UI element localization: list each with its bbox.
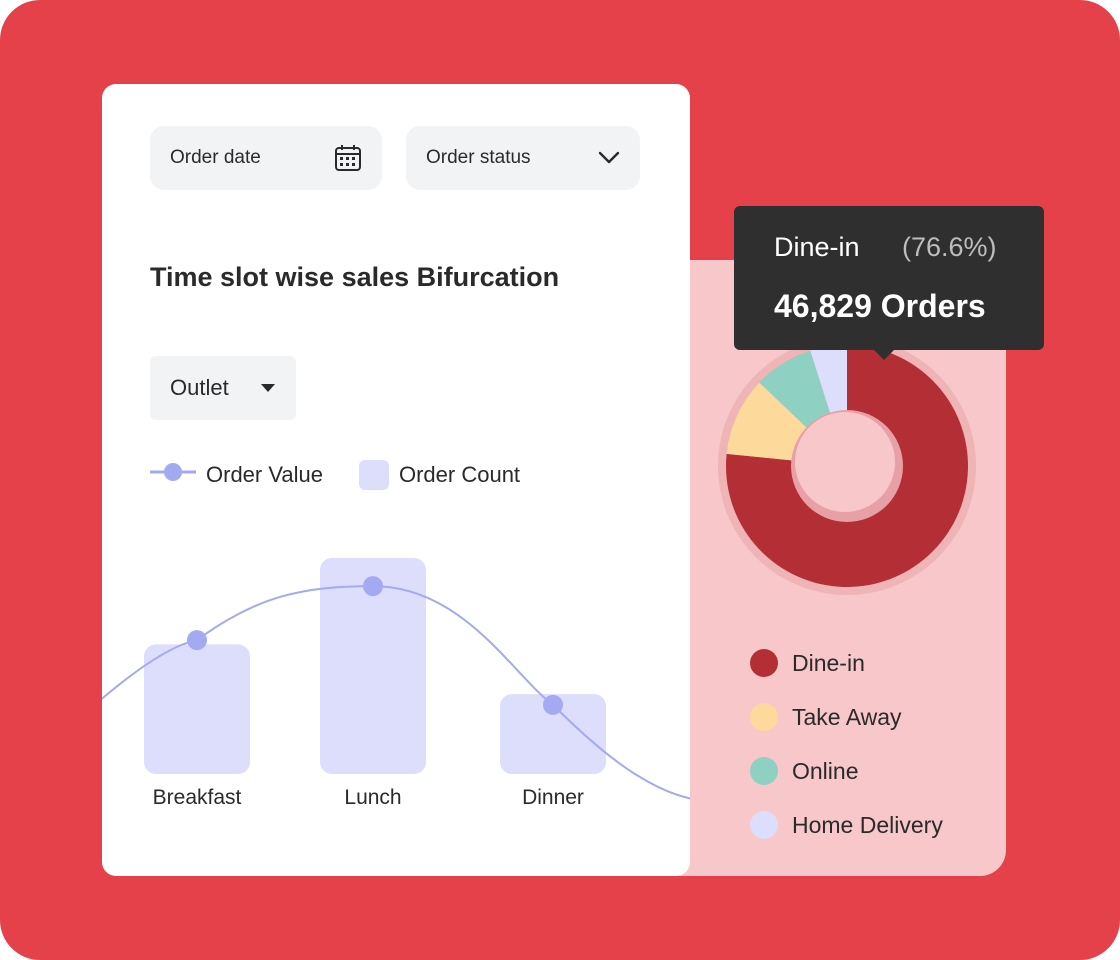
legend-dot-icon [750,757,778,785]
sales-card: Order date Order status Time slot wise s… [102,84,690,876]
bar-lunch[interactable] [320,558,426,774]
order-status-label: Order status [426,147,531,168]
tooltip-slice-name: Dine-in [774,232,860,262]
legend-order-value-label: Order Value [206,462,323,487]
legend-item-home-delivery[interactable]: Home Delivery [750,798,943,852]
legend-order-value[interactable]: Order Value [150,461,323,489]
legend-item-take-away[interactable]: Take Away [750,690,943,744]
chart-title: Time slot wise sales Bifurcation [150,262,560,292]
legend-item-online[interactable]: Online [750,744,943,798]
legend-dot-icon [750,703,778,731]
chevron-down-icon[interactable] [598,151,620,165]
order-type-donut [718,337,976,595]
line-marker-icon [150,461,196,489]
legend-order-count-label: Order Count [398,462,521,487]
caret-down-icon [260,383,276,393]
order-status-dropdown[interactable]: Order status [406,126,640,190]
legend-order-count[interactable]: Order Count [358,460,521,490]
tooltip-orders: 46,829 Orders [774,288,986,324]
outlet-dropdown[interactable]: Outlet [150,356,296,420]
x-tick-label: Breakfast [153,786,242,809]
order-date-field[interactable]: Order date [150,126,382,190]
legend-item-dine-in[interactable]: Dine-in [750,636,943,690]
x-tick-label: Lunch [344,786,401,809]
legend-label: Dine-in [792,649,865,676]
legend-dot-icon [750,649,778,677]
tooltip-arrow [874,350,894,360]
x-tick-label: Dinner [522,786,584,809]
bar-breakfast[interactable] [144,644,250,774]
legend-dot-icon [750,811,778,839]
bar-swatch-icon [358,460,389,490]
donut-tooltip: Dine-in (76.6%) 46,829 Orders [734,206,1044,360]
line-point-dinner[interactable] [543,694,563,715]
legend-label: Online [792,757,859,784]
donut-legend: Dine-in Take Away Online Home Delivery [750,636,943,852]
time-slot-chart: Breakfast Lunch Dinner [102,558,690,809]
legend-label: Take Away [792,703,902,730]
line-point-lunch[interactable] [363,576,383,597]
line-point-breakfast[interactable] [187,630,207,651]
legend-label: Home Delivery [792,811,943,838]
calendar-icon[interactable] [334,144,362,172]
tooltip-slice-percent: (76.6%) [902,232,997,262]
bar-dinner[interactable] [500,694,606,774]
outlet-label: Outlet [170,375,229,400]
order-date-label: Order date [170,147,261,168]
donut-hole [795,412,895,512]
chart-legend: Order Value Order Count [150,460,556,490]
